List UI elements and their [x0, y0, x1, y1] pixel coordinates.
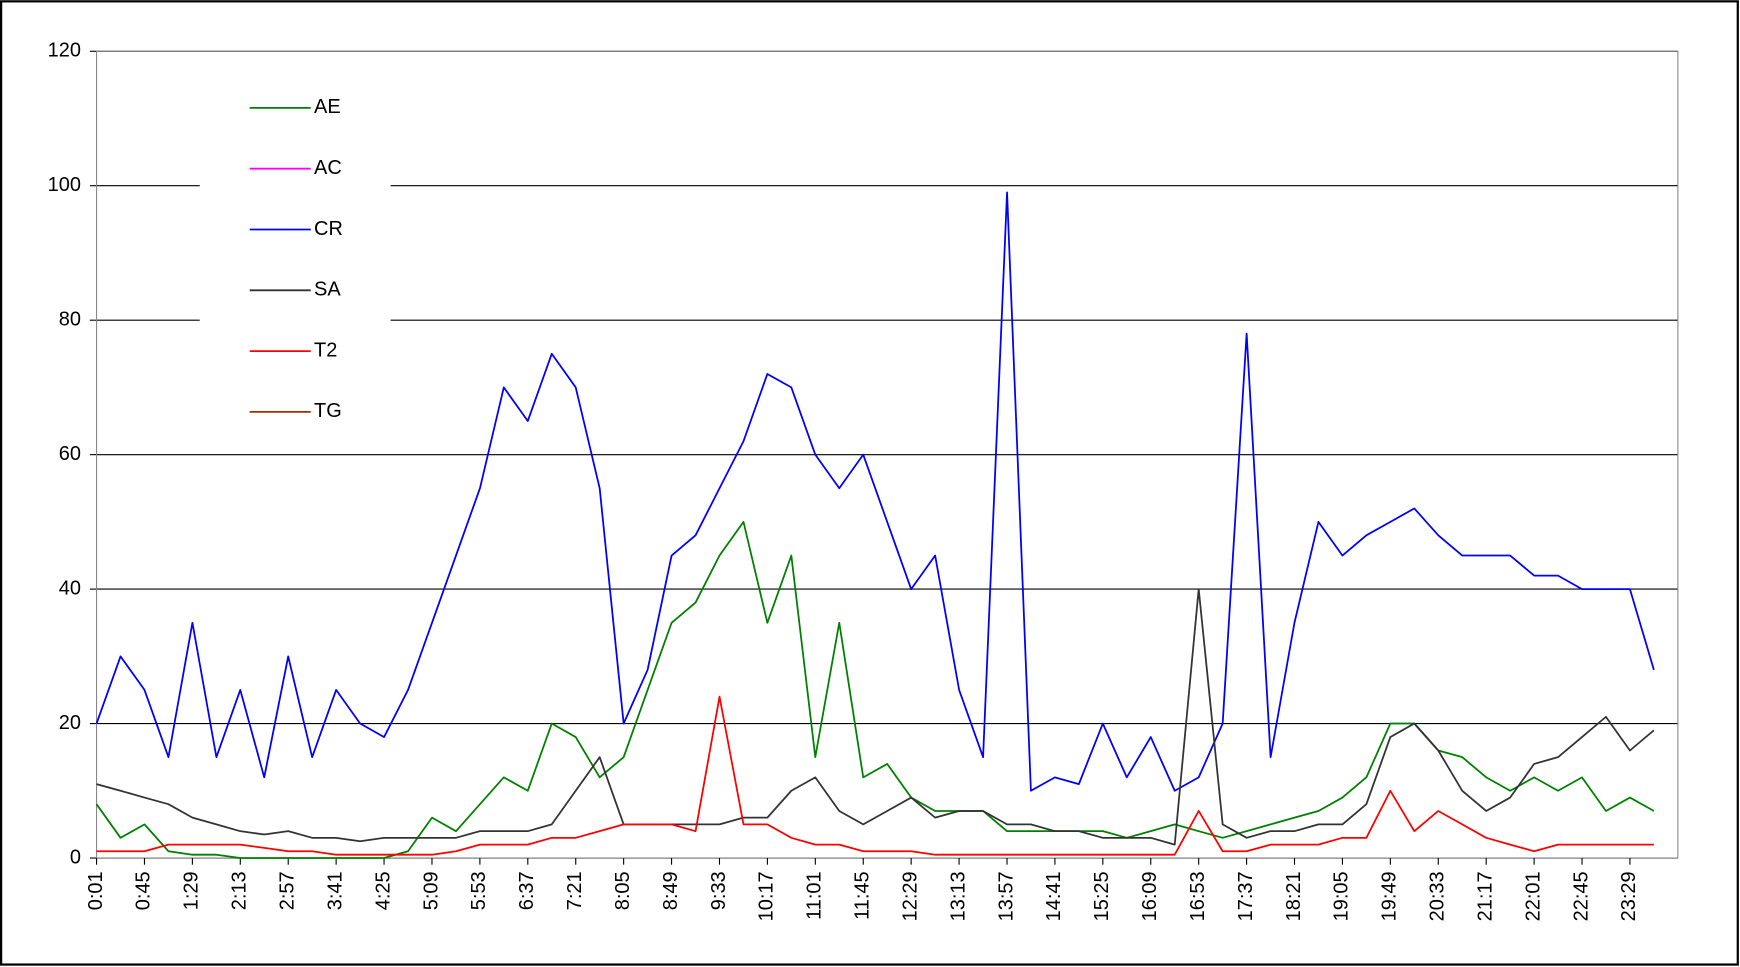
series-line [96, 695, 1654, 856]
y-tick-label: 40 [59, 577, 81, 599]
plot-frame [95, 50, 1679, 859]
x-tick-label: 16:53 [1187, 871, 1209, 921]
legend-label: CR [314, 218, 343, 240]
legend-box [199, 83, 391, 439]
series-line [96, 588, 1655, 846]
legend-label: T2 [314, 339, 337, 361]
x-tick-label: 7:21 [564, 871, 586, 910]
x-tick-label: 19:05 [1331, 871, 1353, 921]
x-tick-label: 2:13 [229, 871, 251, 910]
legend-label: SA [314, 279, 341, 301]
x-tick-label: 2:57 [276, 871, 298, 910]
y-tick-label: 20 [59, 712, 81, 734]
x-tick-label: 8:05 [612, 871, 634, 910]
x-tick-label: 23:29 [1618, 871, 1640, 921]
x-tick-label: 3:41 [324, 871, 346, 910]
x-tick-label: 22:45 [1570, 871, 1592, 921]
x-tick-label: 11:01 [804, 871, 826, 920]
y-tick-label: 100 [48, 174, 81, 196]
x-tick-label: 12:29 [899, 871, 921, 921]
x-tick-label: 17:37 [1235, 871, 1257, 921]
x-tick-label: 20:33 [1427, 871, 1449, 921]
x-tick-label: 15:25 [1091, 871, 1113, 921]
x-tick-label: 9:33 [708, 871, 730, 910]
x-tick-label: 8:49 [660, 871, 682, 910]
x-tick-label: 11:45 [852, 871, 874, 920]
y-tick-label: 80 [59, 308, 81, 330]
series-line [95, 521, 1655, 859]
legend-label: TG [314, 400, 342, 422]
x-tick-label: 0:01 [85, 871, 107, 910]
x-tick-label: 0:45 [133, 871, 155, 910]
x-tick-label: 18:21 [1283, 871, 1305, 921]
y-tick-label: 0 [70, 846, 81, 868]
x-tick-label: 14:41 [1043, 871, 1065, 921]
x-tick-label: 13:57 [995, 871, 1017, 921]
x-tick-label: 19:49 [1379, 871, 1401, 921]
legend-label: AE [314, 96, 341, 118]
x-tick-label: 16:09 [1139, 871, 1161, 921]
series-line [95, 191, 1655, 792]
x-tick-label: 21:17 [1474, 871, 1496, 921]
x-tick-label: 13:13 [947, 871, 969, 921]
x-tick-label: 5:09 [420, 871, 442, 910]
x-tick-label: 22:01 [1522, 871, 1544, 921]
x-tick-label: 1:29 [181, 871, 203, 910]
x-tick-label: 5:53 [468, 871, 490, 910]
x-tick-label: 4:25 [372, 871, 394, 910]
y-tick-label: 120 [48, 40, 81, 62]
y-tick-label: 60 [59, 443, 81, 465]
legend-label: AC [314, 157, 342, 179]
x-tick-label: 6:37 [516, 871, 538, 910]
x-tick-label: 10:17 [756, 871, 778, 921]
